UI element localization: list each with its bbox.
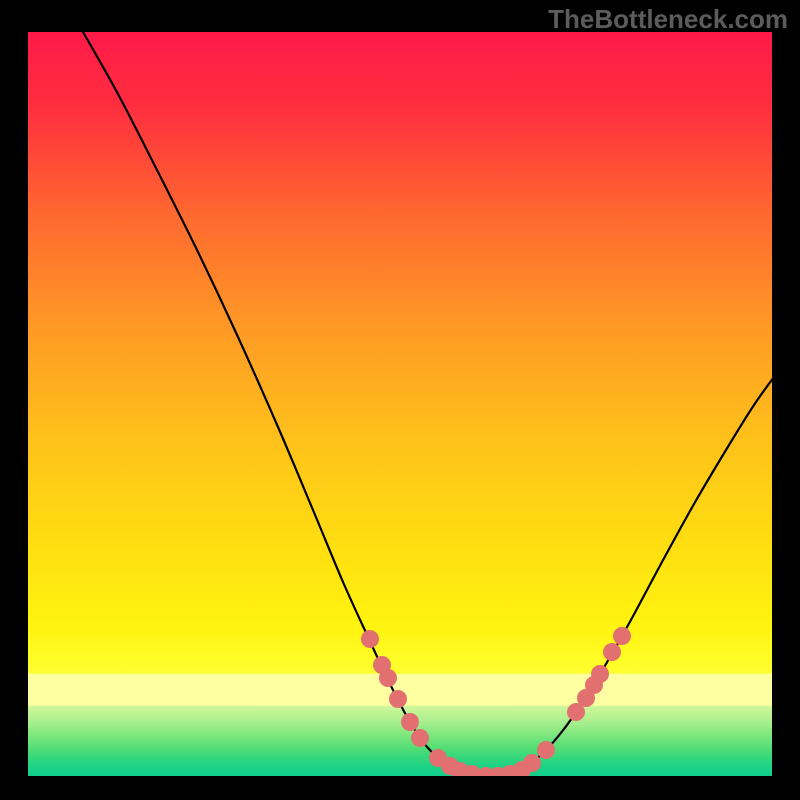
- curve-dot: [537, 741, 555, 759]
- chart-frame: TheBottleneck.com: [0, 0, 800, 800]
- bottleneck-curve: [83, 32, 772, 776]
- curve-dot: [389, 690, 407, 708]
- dots-group: [361, 627, 631, 776]
- curve-dot: [591, 665, 609, 683]
- curve-dot: [613, 627, 631, 645]
- curve-dot: [603, 643, 621, 661]
- curve-dot: [523, 754, 541, 772]
- curve-dot: [411, 729, 429, 747]
- curve-svg: [28, 32, 772, 776]
- watermark-text: TheBottleneck.com: [548, 4, 788, 35]
- curve-dot: [361, 630, 379, 648]
- curve-dot: [401, 713, 419, 731]
- curve-dot: [379, 669, 397, 687]
- plot-area: [28, 32, 772, 776]
